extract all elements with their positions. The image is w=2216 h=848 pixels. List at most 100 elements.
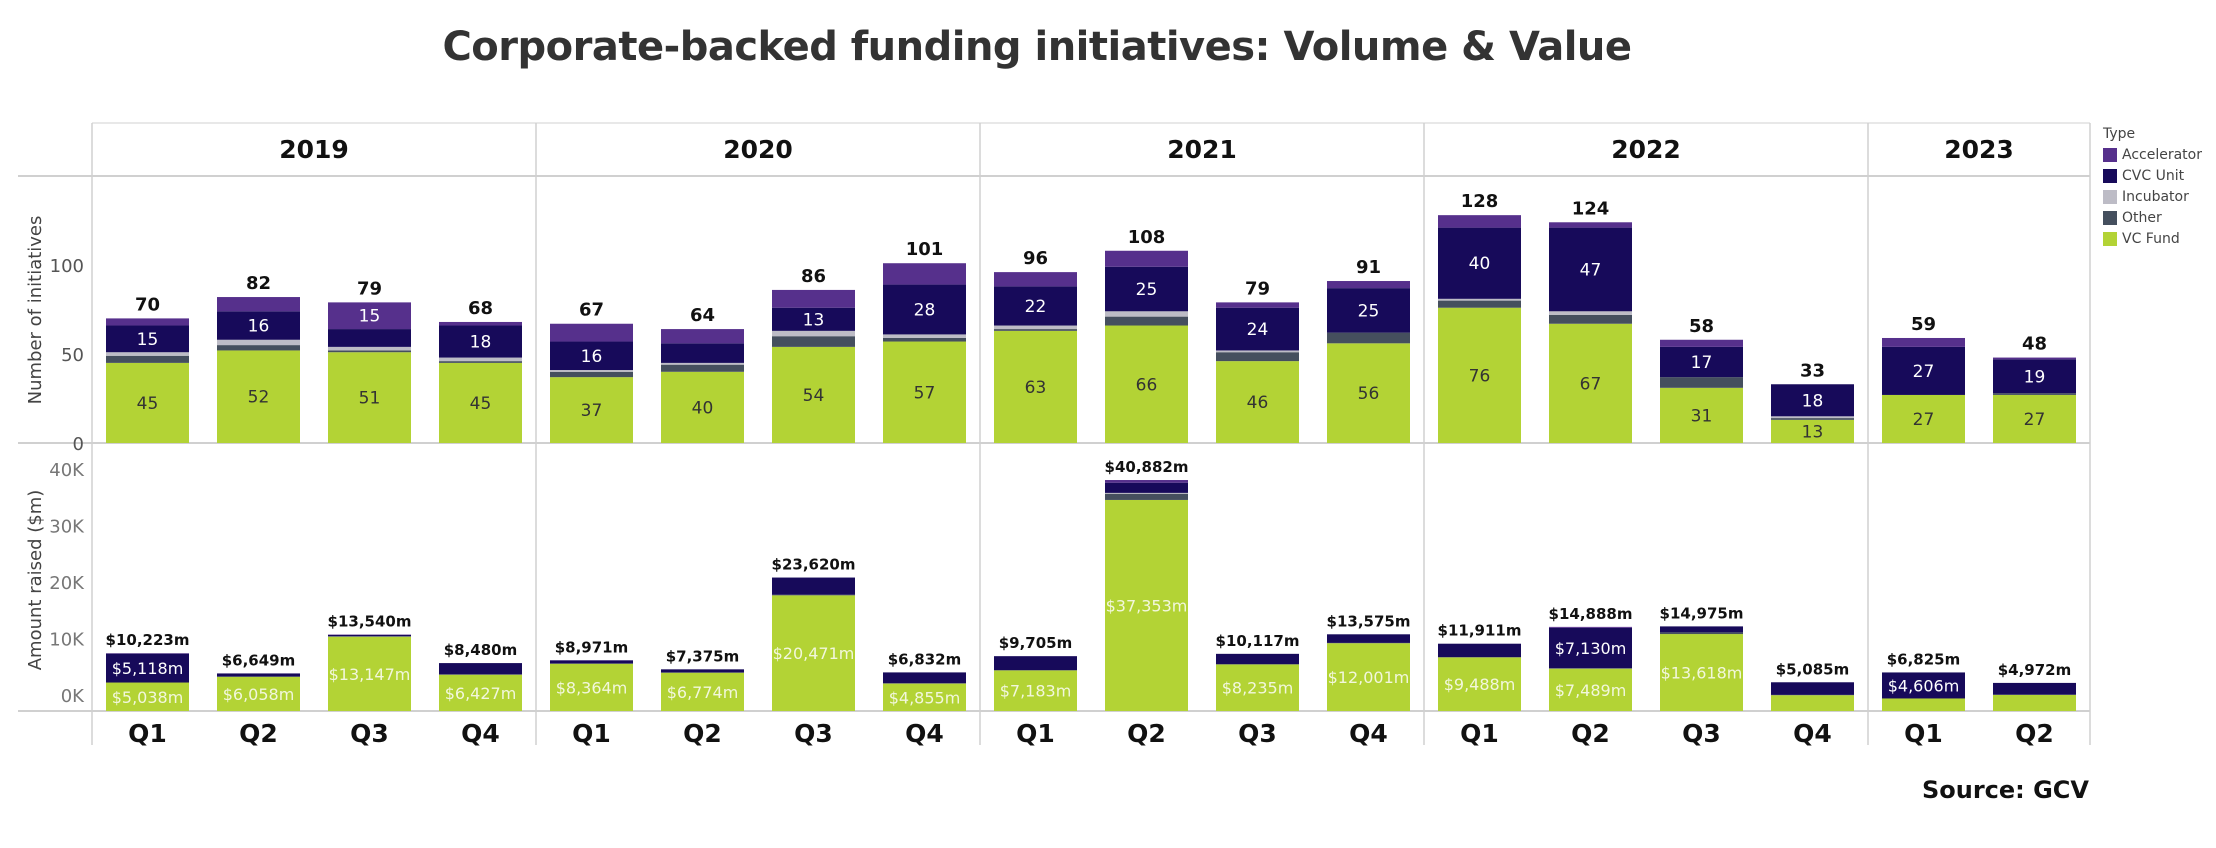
value-bar-2022-Q1-cvc-unit[interactable] (1438, 643, 1521, 658)
value-bar-2021-Q4-cvc-unit[interactable] (1327, 634, 1410, 643)
volume-bar-2022-Q3-vc-fund[interactable] (1660, 387, 1743, 443)
value-bar-2020-Q3-other[interactable] (772, 594, 855, 596)
volume-bar-2022-Q1-vc-fund[interactable] (1438, 307, 1521, 443)
volume-bar-2020-Q3-other[interactable] (772, 336, 855, 347)
volume-bar-2021-Q1-accelerator[interactable] (994, 272, 1077, 287)
value-bar-2019-Q1-cvc-unit[interactable] (106, 653, 189, 683)
volume-bar-2022-Q4-vc-fund[interactable] (1771, 419, 1854, 443)
volume-bar-2019-Q2-incubator[interactable] (217, 339, 300, 346)
volume-bar-2021-Q4-accelerator[interactable] (1327, 281, 1410, 289)
value-bar-2020-Q2-vc-fund[interactable] (661, 672, 744, 711)
volume-bar-2022-Q3-other[interactable] (1660, 377, 1743, 388)
volume-bar-2020-Q4-accelerator[interactable] (883, 263, 966, 285)
value-bar-2022-Q4-vc-fund[interactable] (1771, 695, 1854, 711)
volume-bar-2019-Q3-other[interactable] (328, 350, 411, 353)
volume-bar-2022-Q3-cvc-unit[interactable] (1660, 346, 1743, 378)
volume-bar-2020-Q3-cvc-unit[interactable] (772, 307, 855, 331)
volume-bar-2019-Q4-vc-fund[interactable] (439, 362, 522, 443)
value-bar-2021-Q2-incubator[interactable] (1105, 492, 1188, 494)
value-bar-2019-Q2-vc-fund[interactable] (217, 676, 300, 711)
volume-bar-2022-Q4-other[interactable] (1771, 418, 1854, 420)
volume-bar-2019-Q3-vc-fund[interactable] (328, 352, 411, 443)
value-bar-2019-Q3-other[interactable] (328, 636, 411, 637)
legend-item-other[interactable]: Other (2103, 207, 2202, 228)
volume-bar-2020-Q1-other[interactable] (550, 371, 633, 378)
value-bar-2021-Q1-vc-fund[interactable] (994, 670, 1077, 711)
volume-bar-2023-Q2-other[interactable] (1993, 393, 2076, 395)
value-bar-2020-Q1-vc-fund[interactable] (550, 663, 633, 711)
volume-bar-2022-Q1-incubator[interactable] (1438, 298, 1521, 301)
volume-bar-2020-Q2-incubator[interactable] (661, 362, 744, 365)
volume-bar-2020-Q1-incubator[interactable] (550, 370, 633, 372)
value-bar-2021-Q1-cvc-unit[interactable] (994, 656, 1077, 671)
value-bar-2021-Q3-vc-fund[interactable] (1216, 664, 1299, 711)
volume-bar-2022-Q2-other[interactable] (1549, 314, 1632, 324)
value-bar-2019-Q4-cvc-unit[interactable] (439, 663, 522, 675)
legend-item-accelerator[interactable]: Accelerator (2103, 144, 2202, 165)
volume-bar-2020-Q2-accelerator[interactable] (661, 329, 744, 344)
volume-bar-2021-Q3-accelerator[interactable] (1216, 302, 1299, 308)
value-bar-2021-Q3-cvc-unit[interactable] (1216, 653, 1299, 665)
volume-bar-2020-Q4-other[interactable] (883, 337, 966, 342)
volume-bar-2022-Q1-cvc-unit[interactable] (1438, 227, 1521, 299)
value-bar-2022-Q3-cvc-unit[interactable] (1660, 626, 1743, 633)
value-bar-2020-Q3-vc-fund[interactable] (772, 595, 855, 711)
value-bar-2020-Q3-cvc-unit[interactable] (772, 577, 855, 595)
volume-bar-2021-Q4-vc-fund[interactable] (1327, 343, 1410, 443)
volume-bar-2022-Q2-cvc-unit[interactable] (1549, 227, 1632, 312)
volume-bar-2020-Q2-vc-fund[interactable] (661, 371, 744, 443)
volume-bar-2020-Q4-vc-fund[interactable] (883, 341, 966, 443)
volume-bar-2019-Q1-vc-fund[interactable] (106, 362, 189, 443)
legend-item-incubator[interactable]: Incubator (2103, 186, 2202, 207)
volume-bar-2021-Q2-other[interactable] (1105, 316, 1188, 326)
volume-bar-2021-Q1-incubator[interactable] (994, 325, 1077, 330)
volume-bar-2020-Q4-cvc-unit[interactable] (883, 284, 966, 335)
value-bar-2022-Q1-vc-fund[interactable] (1438, 657, 1521, 711)
volume-bar-2022-Q1-other[interactable] (1438, 300, 1521, 308)
volume-bar-2020-Q3-vc-fund[interactable] (772, 346, 855, 443)
volume-bar-2022-Q1-accelerator[interactable] (1438, 215, 1521, 228)
volume-bar-2022-Q4-incubator[interactable] (1771, 416, 1854, 419)
volume-bar-2020-Q1-accelerator[interactable] (550, 323, 633, 342)
volume-bar-2023-Q1-cvc-unit[interactable] (1882, 346, 1965, 395)
volume-bar-2022-Q2-accelerator[interactable] (1549, 222, 1632, 228)
legend-item-vc-fund[interactable]: VC Fund (2103, 228, 2202, 249)
value-bar-2022-Q2-other[interactable] (1549, 668, 1632, 669)
volume-bar-2019-Q3-incubator[interactable] (328, 346, 411, 351)
volume-bar-2019-Q4-other[interactable] (439, 361, 522, 363)
volume-bar-2020-Q3-accelerator[interactable] (772, 289, 855, 308)
volume-bar-2021-Q4-cvc-unit[interactable] (1327, 288, 1410, 333)
volume-bar-2020-Q2-cvc-unit[interactable] (661, 343, 744, 363)
volume-bar-2020-Q2-other[interactable] (661, 364, 744, 372)
value-bar-2023-Q2-cvc-unit[interactable] (1993, 682, 2076, 695)
volume-bar-2019-Q1-cvc-unit[interactable] (106, 325, 189, 353)
value-bar-2022-Q3-vc-fund[interactable] (1660, 634, 1743, 711)
value-bar-2021-Q2-vc-fund[interactable] (1105, 499, 1188, 711)
volume-bar-2023-Q2-vc-fund[interactable] (1993, 394, 2076, 443)
value-bar-2021-Q2-cvc-unit[interactable] (1105, 482, 1188, 493)
volume-bar-2019-Q1-accelerator[interactable] (106, 318, 189, 326)
volume-bar-2020-Q1-cvc-unit[interactable] (550, 341, 633, 371)
volume-bar-2022-Q3-accelerator[interactable] (1660, 339, 1743, 347)
value-bar-2021-Q2-other[interactable] (1105, 493, 1188, 500)
volume-bar-2021-Q3-vc-fund[interactable] (1216, 361, 1299, 443)
value-bar-2022-Q2-accelerator[interactable] (1549, 626, 1632, 628)
value-bar-2019-Q3-cvc-unit[interactable] (328, 634, 411, 637)
value-bar-2021-Q2-accelerator[interactable] (1105, 480, 1188, 483)
volume-bar-2021-Q1-cvc-unit[interactable] (994, 286, 1077, 326)
legend-item-cvc-unit[interactable]: CVC Unit (2103, 165, 2202, 186)
volume-bar-2021-Q2-cvc-unit[interactable] (1105, 266, 1188, 312)
value-bar-2020-Q2-cvc-unit[interactable] (661, 669, 744, 673)
volume-bar-2021-Q1-vc-fund[interactable] (994, 330, 1077, 443)
volume-bar-2022-Q2-vc-fund[interactable] (1549, 323, 1632, 443)
value-bar-2022-Q4-cvc-unit[interactable] (1771, 682, 1854, 695)
volume-bar-2021-Q3-other[interactable] (1216, 352, 1299, 362)
value-bar-2022-Q2-cvc-unit[interactable] (1549, 627, 1632, 669)
volume-bar-2019-Q1-other[interactable] (106, 355, 189, 363)
volume-bar-2019-Q2-accelerator[interactable] (217, 297, 300, 312)
volume-bar-2022-Q2-incubator[interactable] (1549, 311, 1632, 315)
value-bar-2019-Q2-cvc-unit[interactable] (217, 673, 300, 677)
volume-bar-2021-Q3-cvc-unit[interactable] (1216, 307, 1299, 351)
value-bar-2020-Q4-vc-fund[interactable] (883, 683, 966, 711)
volume-bar-2019-Q4-cvc-unit[interactable] (439, 325, 522, 358)
